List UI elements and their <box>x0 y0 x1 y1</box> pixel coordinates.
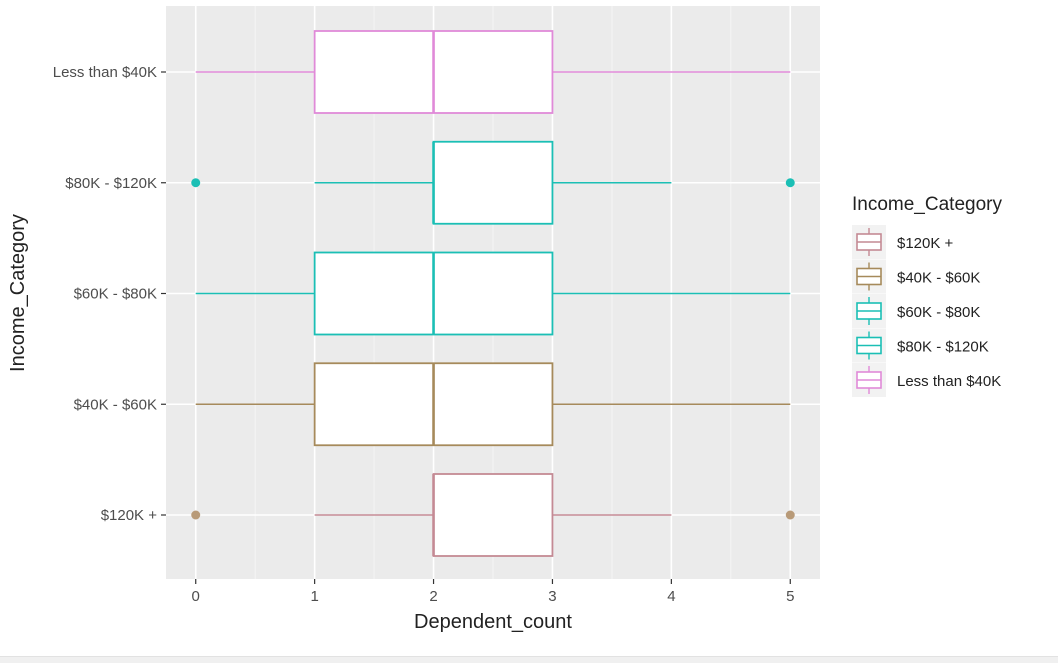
legend: Income_Category $120K + $40K - $60K $60K -… <box>852 194 1002 397</box>
y-tick-label: Less than $40K <box>53 64 157 81</box>
box-less-than-40k <box>195 30 791 114</box>
y-tick-label: $80K - $120K <box>65 175 157 192</box>
legend-items: $120K + $40K - $60K $60K - $80K $80K - $120… <box>852 225 1001 397</box>
footer-strip <box>0 656 1058 663</box>
x-tick-label: 1 <box>310 588 318 605</box>
box-layer <box>191 30 795 557</box>
x-tick-label: 4 <box>667 588 675 605</box>
x-tick-label: 0 <box>192 588 200 605</box>
legend-title: Income_Category <box>852 194 1002 215</box>
box-iqr <box>432 473 554 557</box>
outlier-point <box>785 510 795 520</box>
box--60k-80k <box>195 251 791 336</box>
y-axis-title: Income_Category <box>7 214 29 372</box>
y-tick-label: $60K - $80K <box>74 286 157 303</box>
box--80k-120k <box>191 140 795 225</box>
legend-item: $40K - $60K <box>852 259 980 294</box>
legend-item: $120K + <box>852 225 954 259</box>
box-iqr <box>432 140 554 225</box>
legend-label: $40K - $60K <box>897 270 980 287</box>
legend-label: $60K - $80K <box>897 304 980 321</box>
y-tick-label: $40K - $60K <box>74 396 157 413</box>
x-tick-label: 2 <box>429 588 437 605</box>
box--40k-60k <box>195 362 791 447</box>
x-tick-label: 3 <box>548 588 556 605</box>
legend-label: $120K + <box>897 235 954 252</box>
legend-item: $80K - $120K <box>852 328 989 363</box>
outlier-point <box>785 178 795 188</box>
legend-label: $80K - $120K <box>897 339 989 356</box>
x-tick-label: 5 <box>786 588 794 605</box>
legend-item: Less than $40K <box>852 363 1001 397</box>
x-axis-title: Dependent_count <box>414 611 572 633</box>
y-tick-label: $120K + <box>101 507 158 524</box>
legend-label: Less than $40K <box>897 373 1001 390</box>
outlier-point <box>191 510 201 520</box>
legend-item: $60K - $80K <box>852 294 980 328</box>
axes: $120K + $40K - $60K $60K - $80K $80K - $120… <box>53 64 795 605</box>
outlier-point <box>191 178 201 188</box>
box--120k- <box>191 473 795 557</box>
